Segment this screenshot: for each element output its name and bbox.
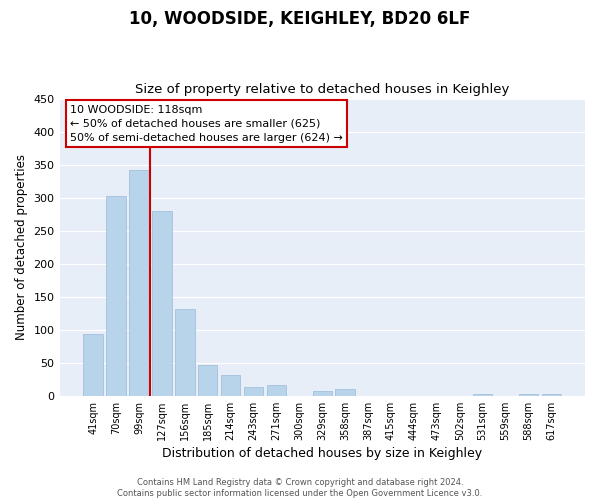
Bar xyxy=(83,334,103,396)
Bar xyxy=(473,394,493,396)
X-axis label: Distribution of detached houses by size in Keighley: Distribution of detached houses by size … xyxy=(162,447,482,460)
Title: Size of property relative to detached houses in Keighley: Size of property relative to detached ho… xyxy=(135,83,509,96)
Text: Contains HM Land Registry data © Crown copyright and database right 2024.
Contai: Contains HM Land Registry data © Crown c… xyxy=(118,478,482,498)
Text: 10 WOODSIDE: 118sqm
← 50% of detached houses are smaller (625)
50% of semi-detac: 10 WOODSIDE: 118sqm ← 50% of detached ho… xyxy=(70,104,343,142)
Bar xyxy=(106,196,126,396)
Bar xyxy=(267,386,286,396)
Bar xyxy=(152,211,172,396)
Bar xyxy=(175,308,194,396)
Bar xyxy=(221,376,241,396)
Bar xyxy=(542,394,561,396)
Bar xyxy=(313,390,332,396)
Bar xyxy=(129,170,149,396)
Y-axis label: Number of detached properties: Number of detached properties xyxy=(15,154,28,340)
Bar xyxy=(335,389,355,396)
Bar xyxy=(244,387,263,396)
Text: 10, WOODSIDE, KEIGHLEY, BD20 6LF: 10, WOODSIDE, KEIGHLEY, BD20 6LF xyxy=(130,10,470,28)
Bar xyxy=(519,394,538,396)
Bar xyxy=(198,365,217,396)
